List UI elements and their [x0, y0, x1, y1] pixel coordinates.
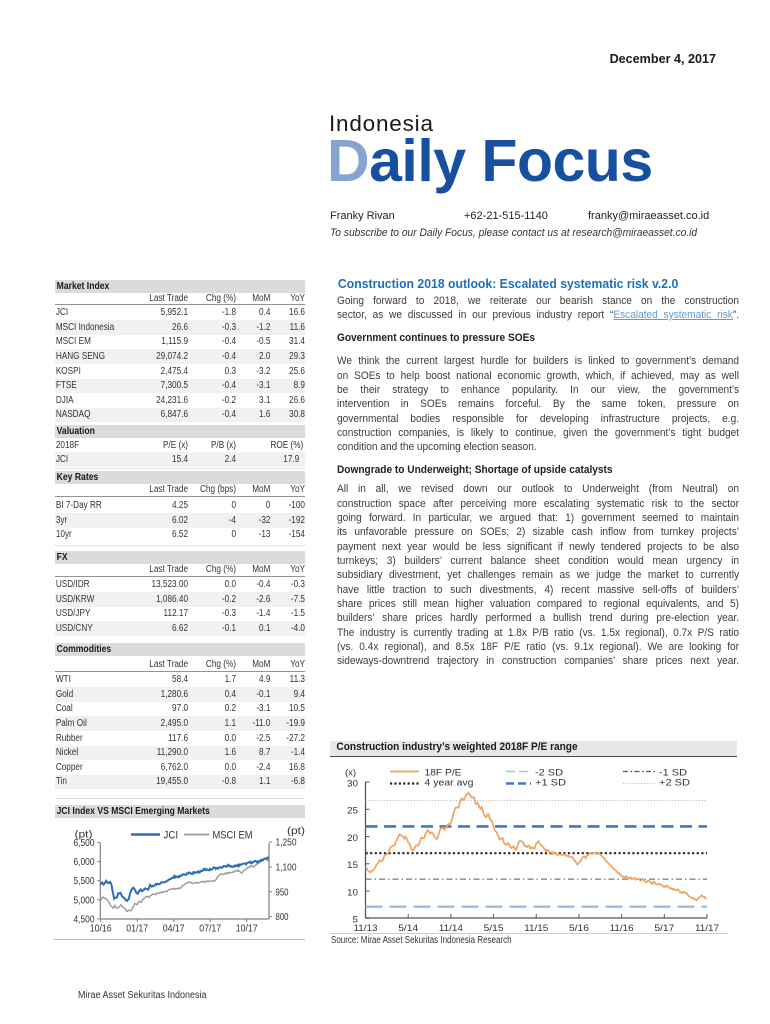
svg-text:4,500: 4,500 [74, 913, 95, 925]
svg-text:04/17: 04/17 [163, 923, 185, 935]
svg-text:MSCI EM: MSCI EM [213, 830, 253, 842]
svg-text:01/17: 01/17 [126, 923, 148, 935]
svg-text:5/15: 5/15 [484, 923, 504, 934]
svg-text:-2 SD: -2 SD [535, 768, 563, 779]
svg-text:5,000: 5,000 [74, 894, 95, 906]
svg-text:11/16: 11/16 [610, 923, 634, 934]
svg-text:18F P/E: 18F P/E [425, 768, 462, 779]
svg-text:11/13: 11/13 [354, 923, 378, 934]
svg-text:1,250: 1,250 [276, 837, 297, 849]
svg-text:10: 10 [347, 887, 358, 898]
svg-text:6,500: 6,500 [74, 837, 95, 849]
svg-text:4 year avg: 4 year avg [425, 778, 474, 789]
svg-text:5/16: 5/16 [569, 923, 589, 934]
svg-text:11/14: 11/14 [439, 923, 463, 934]
svg-text:JCI: JCI [164, 830, 179, 842]
svg-text:5: 5 [353, 915, 359, 926]
svg-text:30: 30 [347, 778, 358, 789]
svg-text:(pt): (pt) [287, 825, 305, 837]
svg-text:6,000: 6,000 [74, 856, 95, 868]
svg-text:11/17: 11/17 [695, 923, 719, 934]
svg-text:10/16: 10/16 [90, 923, 112, 935]
svg-text:+2 SD: +2 SD [659, 778, 690, 789]
svg-text:950: 950 [276, 886, 289, 898]
svg-text:800: 800 [276, 911, 289, 923]
svg-text:1,100: 1,100 [276, 861, 297, 873]
svg-text:+1 SD: +1 SD [535, 778, 566, 789]
svg-text:07/17: 07/17 [199, 923, 221, 935]
svg-text:5,500: 5,500 [74, 875, 95, 887]
svg-text:11/15: 11/15 [524, 923, 548, 934]
svg-text:(pt): (pt) [75, 829, 93, 841]
svg-text:5/17: 5/17 [654, 923, 674, 934]
svg-text:5/14: 5/14 [398, 923, 418, 934]
svg-text:20: 20 [347, 833, 358, 844]
svg-text:(x): (x) [345, 768, 356, 779]
svg-text:10/17: 10/17 [236, 923, 258, 935]
svg-text:-1 SD: -1 SD [659, 768, 687, 779]
svg-text:25: 25 [347, 806, 358, 817]
svg-text:15: 15 [347, 860, 358, 871]
